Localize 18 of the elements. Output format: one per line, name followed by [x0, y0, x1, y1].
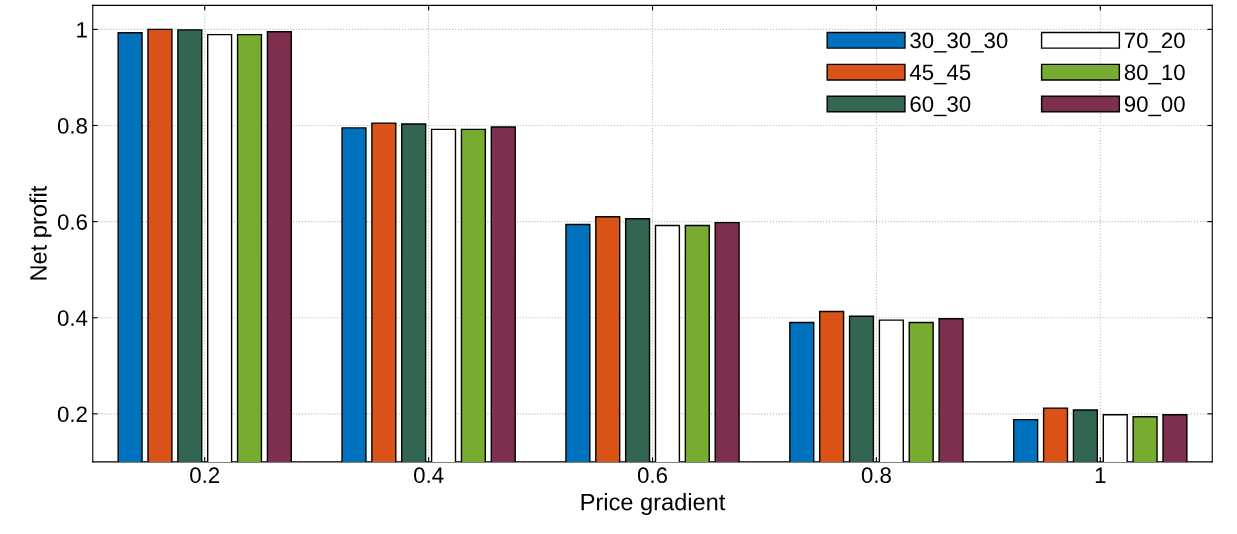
y-tick-label: 0.4 — [57, 310, 88, 326]
x-tick-label: 1 — [1095, 467, 1106, 483]
x-tick-label: 0.8 — [861, 467, 891, 484]
y-axis-title: Net profit — [29, 185, 52, 280]
y-tick-label: 0.6 — [57, 214, 87, 230]
x-tick-label: 0.4 — [414, 467, 444, 484]
legend-label: 60_30 — [910, 96, 971, 117]
x-axis-title: Price gradient — [581, 493, 726, 516]
y-tick-label: 0.8 — [57, 118, 87, 134]
legend-label: 70_20 — [1124, 32, 1185, 53]
legend-label: 30_30_30 — [910, 32, 1008, 53]
x-tick-label: 0.2 — [190, 467, 220, 484]
legend-label: 45_45 — [909, 64, 971, 85]
y-tick-label: 0.2 — [57, 406, 87, 423]
legend-label: 80_10 — [1124, 64, 1185, 85]
legend-label: 90_00 — [1124, 96, 1185, 117]
x-tick-label: 0.6 — [637, 467, 667, 484]
y-tick-label: 1 — [77, 22, 87, 38]
